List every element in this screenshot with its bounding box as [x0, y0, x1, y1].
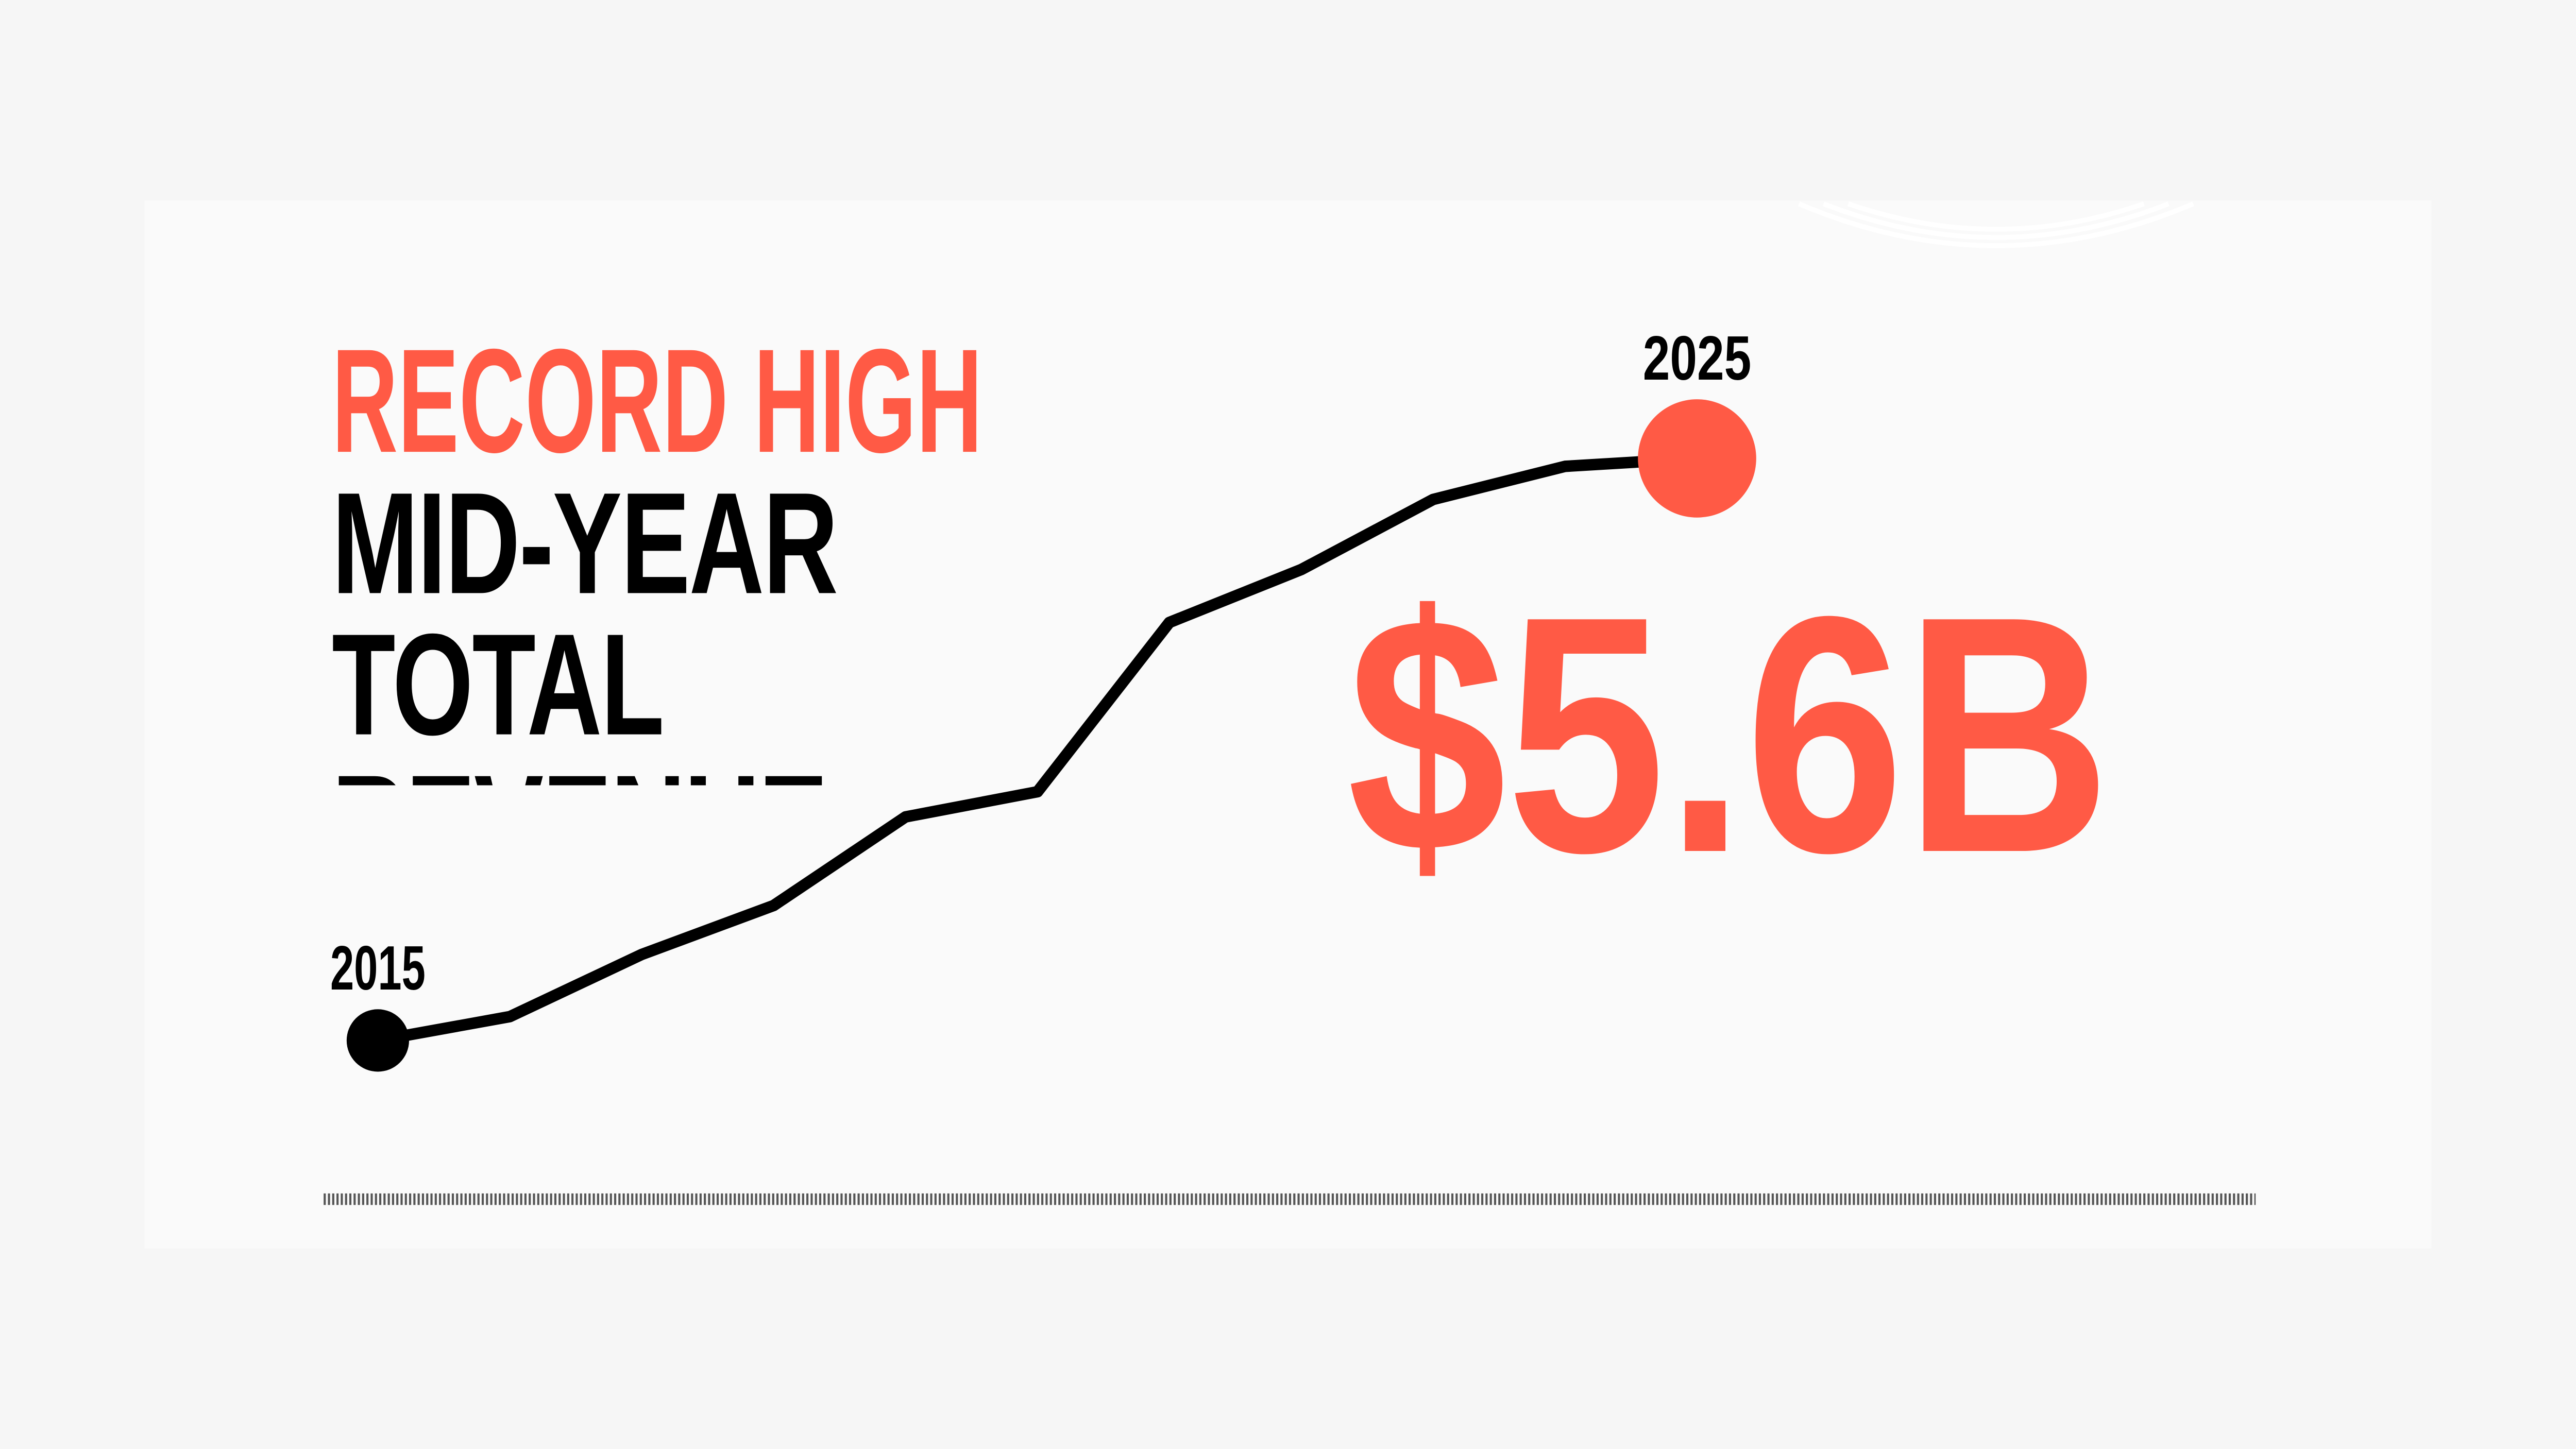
chart-title: RECORD HIGH [332, 318, 982, 483]
chart-subtitle: MID-YEAR TOTAL REVENUE [332, 473, 838, 786]
x-tick-label: 2025 [1643, 323, 1751, 393]
subtitle-box: MID-YEAR TOTAL REVENUE [332, 473, 838, 786]
x-tick-label: 2015 [330, 933, 426, 1003]
decoration [1798, 201, 2194, 248]
end-dot [1638, 399, 1756, 518]
start-dot [346, 1009, 410, 1072]
card [144, 200, 2432, 1249]
value-label: $5.6B [1347, 546, 2111, 923]
line [377, 452, 1698, 1046]
